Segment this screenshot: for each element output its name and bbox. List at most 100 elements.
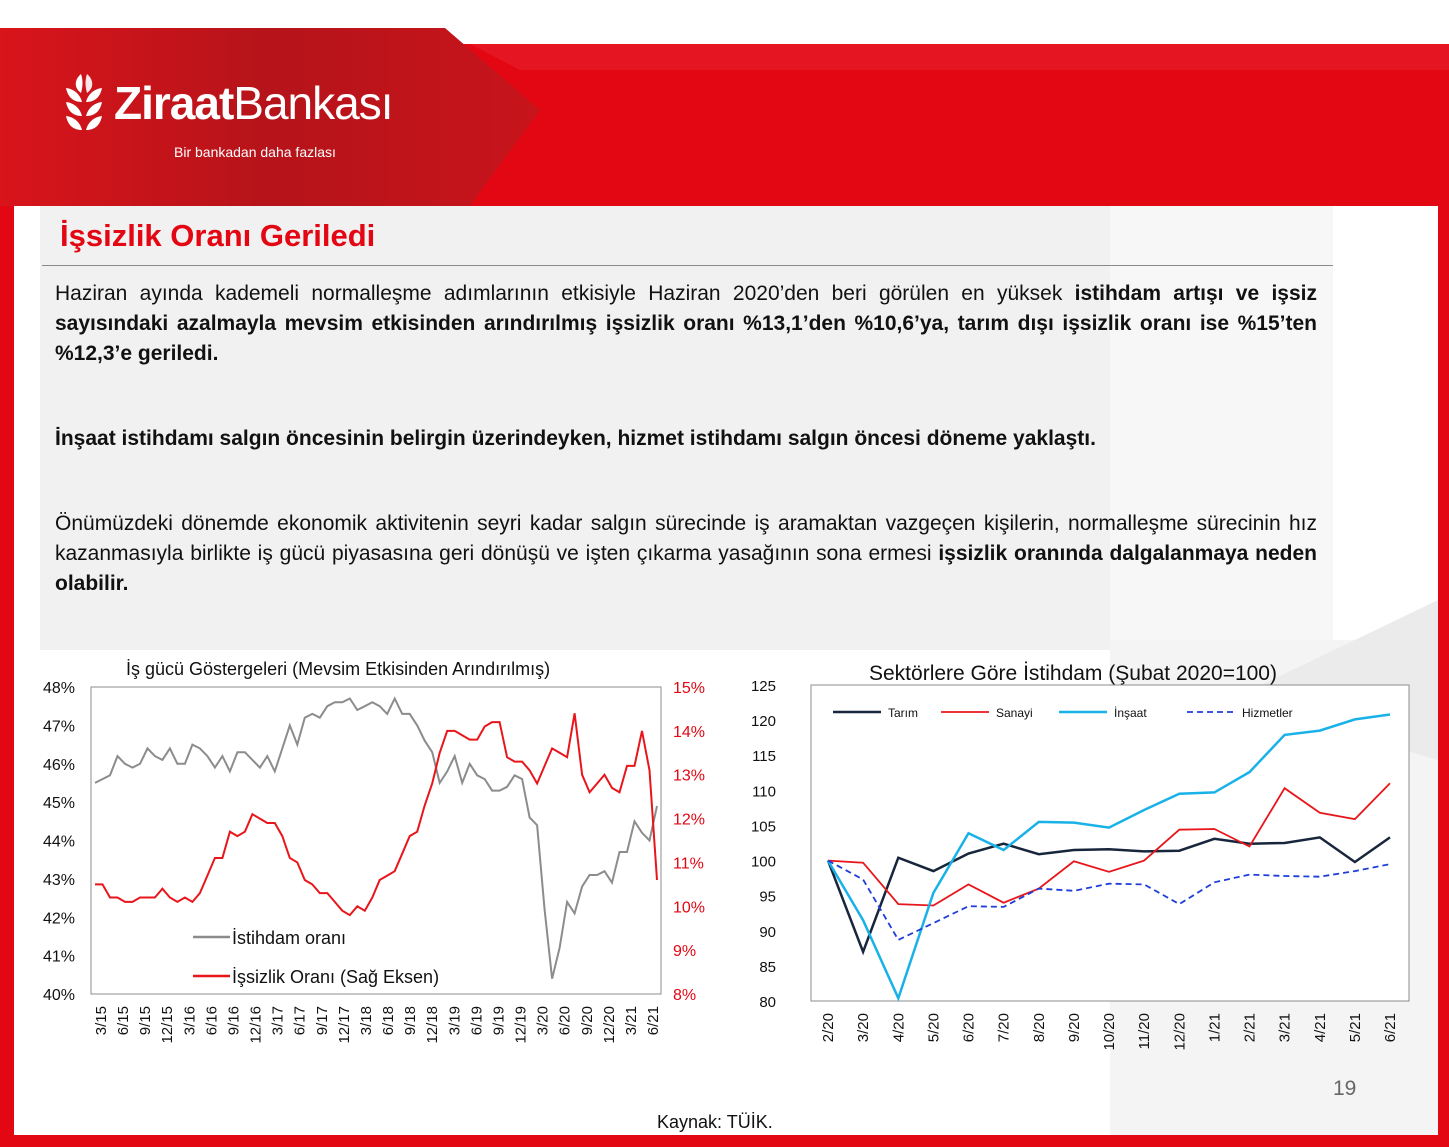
x-tick-label: 12/15	[159, 1006, 176, 1044]
y-right-tick-label: 15%	[673, 680, 705, 697]
y-left-tick-label: 40%	[43, 987, 75, 1004]
x-tick-label: 3/20	[535, 1006, 552, 1035]
x-tick-label: 6/20	[961, 1013, 978, 1042]
legend-label-istihdam: İstihdam oranı	[232, 928, 346, 948]
page-title: İşsizlik Oranı Geriledi	[60, 218, 376, 253]
y-left-tick-label: 41%	[43, 949, 75, 966]
x-tick-label: 9/15	[137, 1006, 154, 1035]
x-tick-label: 11/20	[1136, 1013, 1153, 1049]
x-tick-label: 9/18	[402, 1006, 419, 1035]
x-tick-label: 6/21	[645, 1006, 662, 1035]
x-tick-label: 12/17	[336, 1006, 353, 1044]
sector-employment-chart: 80 85 90 95 100 105 110 115 120 125 2/20 3/20 4/20 5/…	[751, 678, 1410, 1051]
x-tick-label: 9/19	[490, 1006, 507, 1035]
y-tick-label: 105	[751, 818, 776, 835]
logo-wordmark: ZiraatBankası	[114, 77, 393, 129]
y-right-tick-label: 10%	[673, 899, 705, 916]
x-tick-label: 12/16	[248, 1006, 265, 1044]
y-tick-label: 110	[752, 783, 776, 800]
x-tick-label: 9/20	[1066, 1013, 1083, 1042]
x-tick-label: 6/19	[468, 1006, 485, 1035]
x-tick-label: 4/21	[1312, 1013, 1329, 1042]
x-tick-label: 12/19	[513, 1006, 530, 1044]
y-tick-label: 100	[751, 854, 776, 871]
series-line-sanayi	[827, 782, 1391, 907]
y-right-tick-label: 11%	[673, 855, 704, 872]
paragraph-1-bold: istihdam artışı ve işsiz sayısındaki aza…	[55, 282, 1317, 365]
y-tick-label: 90	[759, 924, 776, 941]
x-tick-label: 3/15	[93, 1006, 110, 1035]
y-tick-label: 80	[759, 994, 776, 1011]
paragraph-3-text: Önümüzdeki dönemde ekonomik aktivitenin …	[55, 512, 1317, 565]
y-tick-label: 95	[759, 889, 776, 906]
y-left-tick-label: 46%	[43, 757, 75, 774]
x-tick-label: 3/21	[1277, 1013, 1294, 1042]
legend-label-issizlik: İşsizlik Oranı (Sağ Eksen)	[232, 967, 439, 987]
logo-slogan: Bir bankadan daha fazlası	[174, 144, 336, 160]
x-tick-label: 6/18	[380, 1006, 397, 1035]
x-tick-label: 9/16	[225, 1006, 242, 1035]
x-tick-label: 3/19	[446, 1006, 463, 1035]
x-tick-label: 6/15	[115, 1006, 132, 1035]
x-tick-label: 3/20	[855, 1013, 872, 1042]
y-left-tick-label: 47%	[43, 718, 75, 735]
series-line-tarim	[826, 836, 1391, 956]
y-left-tick-label: 43%	[43, 872, 75, 889]
series-line-hizmetler	[827, 859, 1391, 942]
x-tick-label: 5/20	[925, 1013, 942, 1042]
x-tick-label: 6/16	[203, 1006, 220, 1035]
legend-label-hizmetler: Hizmetler	[1242, 706, 1293, 720]
legend-label-sanayi: Sanayi	[996, 706, 1033, 720]
x-tick-label: 3/21	[623, 1006, 640, 1035]
y-tick-label: 115	[752, 748, 776, 765]
y-tick-label: 120	[751, 713, 776, 730]
page-number: 19	[1333, 1077, 1357, 1100]
x-tick-label: 3/18	[358, 1006, 375, 1035]
x-tick-label: 1/21	[1206, 1013, 1223, 1042]
x-tick-label: 12/20	[1171, 1013, 1188, 1051]
x-tick-label: 4/20	[890, 1013, 907, 1042]
x-tick-label: 6/20	[557, 1006, 574, 1035]
paragraph-2: İnşaat istihdamı salgın öncesinin belirg…	[55, 424, 1317, 454]
paragraph-1-text: Haziran ayında kademeli normalleşme adım…	[55, 282, 1075, 305]
x-tick-label: 6/17	[292, 1006, 309, 1035]
y-right-tick-label: 14%	[673, 724, 705, 741]
x-tick-label: 10/20	[1101, 1013, 1118, 1051]
y-right-tick-label: 12%	[673, 812, 705, 829]
x-tick-label: 9/20	[579, 1006, 596, 1035]
x-tick-label: 7/20	[996, 1013, 1013, 1042]
x-tick-label: 8/20	[1031, 1013, 1048, 1042]
series-line-istihdam	[94, 696, 658, 979]
x-tick-label: 12/18	[424, 1006, 441, 1044]
legend-label-tarim: Tarım	[888, 706, 918, 720]
series-line-issizlik	[95, 713, 658, 917]
paragraph-3: Önümüzdeki dönemde ekonomik aktivitenin …	[55, 509, 1317, 599]
x-tick-label: 2/20	[820, 1013, 837, 1042]
y-left-tick-label: 45%	[43, 795, 75, 812]
wheat-icon	[66, 74, 102, 130]
y-left-tick-label: 42%	[43, 910, 75, 927]
x-tick-label: 5/21	[1347, 1013, 1364, 1042]
y-right-tick-label: 8%	[673, 987, 696, 1004]
title-divider	[42, 265, 1333, 266]
source-note: Kaynak: TÜİK.	[657, 1112, 773, 1132]
header-band	[0, 28, 1449, 206]
y-left-tick-label: 44%	[43, 834, 75, 851]
labor-indicators-chart: 40% 41% 42% 43% 44% 45% 46% 47% 48% 8% 9% 10% 11% 12%…	[43, 680, 705, 1044]
y-right-tick-label: 13%	[673, 768, 705, 785]
paragraph-3-bold: işsizlik oranında dalgalanmaya neden ola…	[55, 542, 1318, 595]
x-tick-label: 12/20	[601, 1006, 618, 1044]
series-line-insaat	[826, 713, 1391, 1002]
x-tick-label: 9/17	[314, 1006, 331, 1035]
legend-label-insaat: İnşaat	[1114, 706, 1147, 720]
plot-area	[810, 684, 1410, 1002]
y-right-tick-label: 9%	[673, 943, 696, 960]
y-tick-label: 85	[759, 959, 776, 976]
x-tick-label: 6/21	[1382, 1013, 1399, 1042]
right-chart-title: Sektörlere Göre İstihdam (Şubat 2020=100…	[869, 662, 1277, 685]
left-chart-title: İş gücü Göstergeleri (Mevsim Etkisinden …	[126, 659, 551, 679]
plot-area	[90, 686, 662, 995]
x-tick-label: 2/21	[1242, 1013, 1259, 1042]
y-left-tick-label: 48%	[43, 680, 75, 697]
x-tick-label: 3/16	[181, 1006, 198, 1035]
